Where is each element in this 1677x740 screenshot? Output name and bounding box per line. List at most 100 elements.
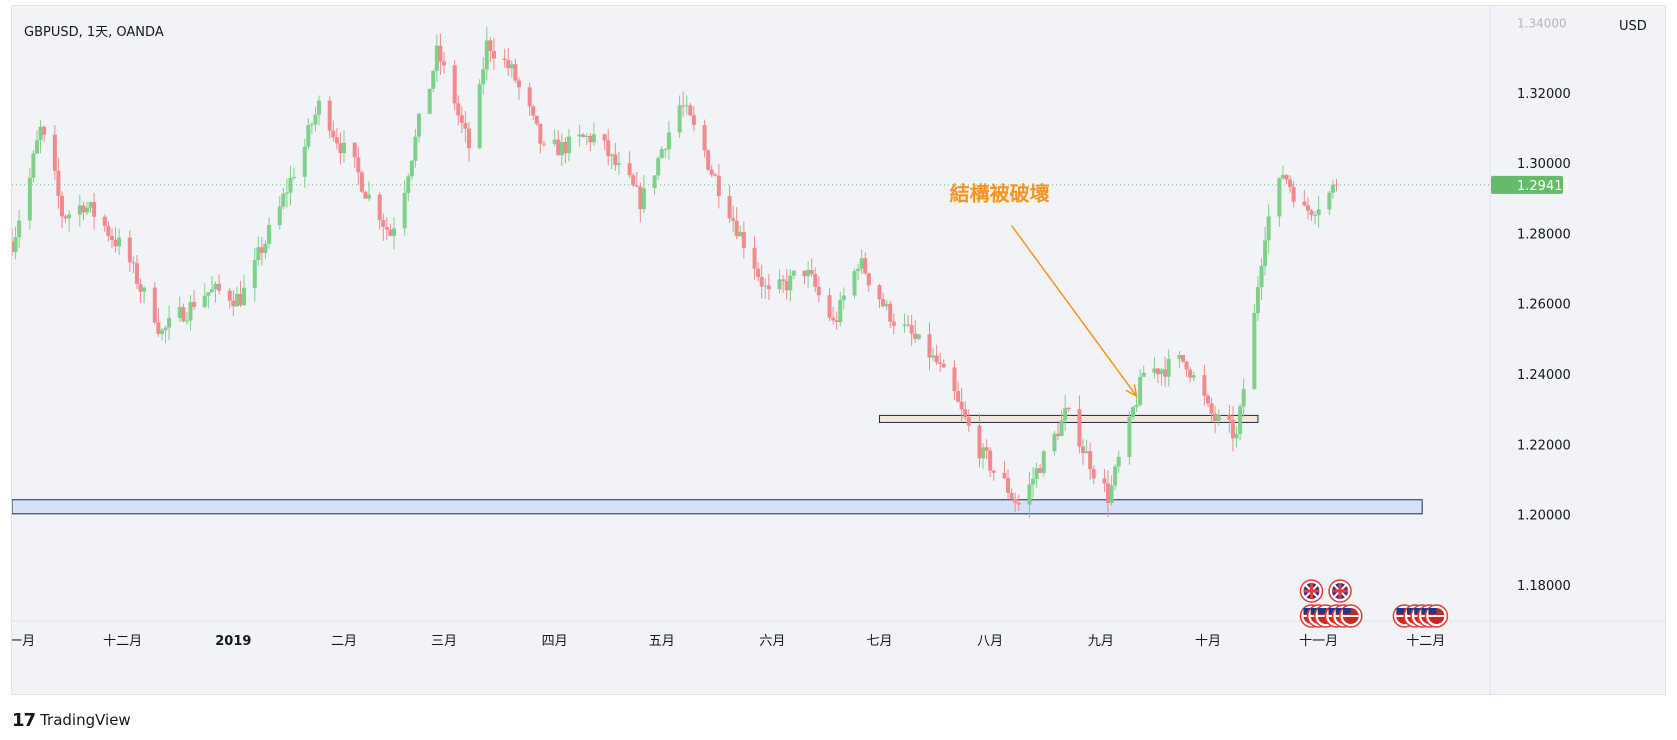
structure-zone[interactable] [879,414,1259,423]
candle-bearish[interactable] [1006,478,1011,493]
candle-bearish[interactable] [813,273,818,287]
candle-bullish[interactable] [184,320,189,322]
candle-bullish[interactable] [738,231,743,237]
candle-bearish[interactable] [606,140,611,157]
candle-bullish[interactable] [202,295,207,307]
candle-bearish[interactable] [1334,184,1339,186]
candle-bullish[interactable] [292,176,297,178]
candle-bullish[interactable] [209,289,214,293]
candle-bullish[interactable] [27,177,32,221]
candle-bearish[interactable] [138,284,143,292]
candle-bearish[interactable] [863,258,868,274]
candle-bearish[interactable] [1016,502,1021,505]
candle-bearish[interactable] [927,334,932,358]
candle-bearish[interactable] [156,322,161,334]
candle-bullish[interactable] [177,307,182,319]
candle-bearish[interactable] [1202,375,1207,396]
candle-bearish[interactable] [491,50,496,59]
candle-bearish[interactable] [691,115,696,126]
candle-bearish[interactable] [102,216,107,227]
candle-bullish[interactable] [1031,478,1036,485]
candle-bullish[interactable] [252,259,257,288]
candle-bearish[interactable] [938,362,943,364]
candle-bearish[interactable] [513,64,518,81]
candle-bearish[interactable] [627,163,632,176]
candle-bearish[interactable] [466,128,471,149]
candle-bullish[interactable] [413,136,418,161]
candle-bearish[interactable] [1284,175,1289,180]
symbol-title[interactable]: GBPUSD, 1天, OANDA [24,25,164,40]
candle-bearish[interactable] [766,285,771,290]
annotation-arrow-line[interactable] [1011,225,1138,397]
candle-bearish[interactable] [866,273,871,286]
candle-bullish[interactable] [188,302,193,321]
candle-bullish[interactable] [884,303,889,307]
candle-bearish[interactable] [731,218,736,221]
candle-bullish[interactable] [559,141,564,156]
candle-bearish[interactable] [1291,187,1296,202]
candle-bearish[interactable] [534,115,539,124]
tradingview-brand[interactable]: 17 TradingView [12,710,131,731]
candle-bullish[interactable] [284,192,289,194]
candle-bearish[interactable] [613,154,618,165]
candle-bullish[interactable] [1166,358,1171,377]
candle-bearish[interactable] [1213,413,1218,421]
candle-bullish[interactable] [309,124,314,126]
candle-bearish[interactable] [713,174,718,176]
candle-bullish[interactable] [1266,216,1271,241]
candle-bearish[interactable] [63,216,68,219]
candlestick-chart[interactable]: 結構被破壞 1.34000 1.32000 1.30000 1.28000 1.26000… [12,6,1665,694]
candle-bullish[interactable] [31,153,36,178]
candle-bearish[interactable] [459,115,464,123]
candle-bullish[interactable] [67,214,72,219]
candle-bearish[interactable] [59,195,64,217]
candle-bullish[interactable] [416,113,421,137]
candle-bullish[interactable] [1259,265,1264,288]
candle-bearish[interactable] [327,100,332,131]
candle-bullish[interactable] [1138,376,1143,405]
candle-bearish[interactable] [877,285,882,300]
candle-bearish[interactable] [359,172,364,192]
candle-bullish[interactable] [791,270,796,276]
candle-bearish[interactable] [381,219,386,227]
candle-bullish[interactable] [1059,420,1064,437]
candle-bullish[interactable] [577,134,582,137]
candle-bearish[interactable] [991,470,996,473]
candle-bearish[interactable] [1002,472,1007,479]
candle-bearish[interactable] [1038,468,1043,474]
candle-bullish[interactable] [1327,192,1332,210]
candle-bearish[interactable] [734,220,739,237]
candle-bullish[interactable] [317,100,322,115]
candle-bearish[interactable] [638,186,643,210]
candle-bullish[interactable] [434,45,439,72]
candle-bullish[interactable] [981,447,986,459]
candle-bearish[interactable] [113,239,118,247]
candle-bullish[interactable] [1116,456,1121,467]
candle-bearish[interactable] [231,300,236,307]
candle-bullish[interactable] [1316,209,1321,216]
candle-bearish[interactable] [352,142,357,158]
candle-bullish[interactable] [277,206,282,226]
candle-bearish[interactable] [181,307,186,322]
candle-bearish[interactable] [334,137,339,144]
candle-bullish[interactable] [1063,407,1068,421]
candle-bearish[interactable] [881,299,886,307]
candle-bullish[interactable] [1034,468,1039,479]
candle-bearish[interactable] [1102,478,1107,484]
candle-bearish[interactable] [488,40,493,51]
candle-bullish[interactable] [402,192,407,229]
candle-bullish[interactable] [1277,178,1282,217]
candle-bearish[interactable] [1056,433,1061,437]
candle-bullish[interactable] [916,334,921,339]
candle-bullish[interactable] [659,149,664,159]
candle-bearish[interactable] [827,295,832,318]
candle-bearish[interactable] [1184,361,1189,370]
candle-bearish[interactable] [356,157,361,173]
candle-bullish[interactable] [1130,407,1135,418]
candle-bearish[interactable] [834,320,839,323]
candle-bearish[interactable] [56,170,61,196]
candle-bullish[interactable] [1134,404,1139,408]
candle-bearish[interactable] [681,105,686,107]
candle-bullish[interactable] [306,125,311,147]
candle-bullish[interactable] [1238,406,1243,434]
